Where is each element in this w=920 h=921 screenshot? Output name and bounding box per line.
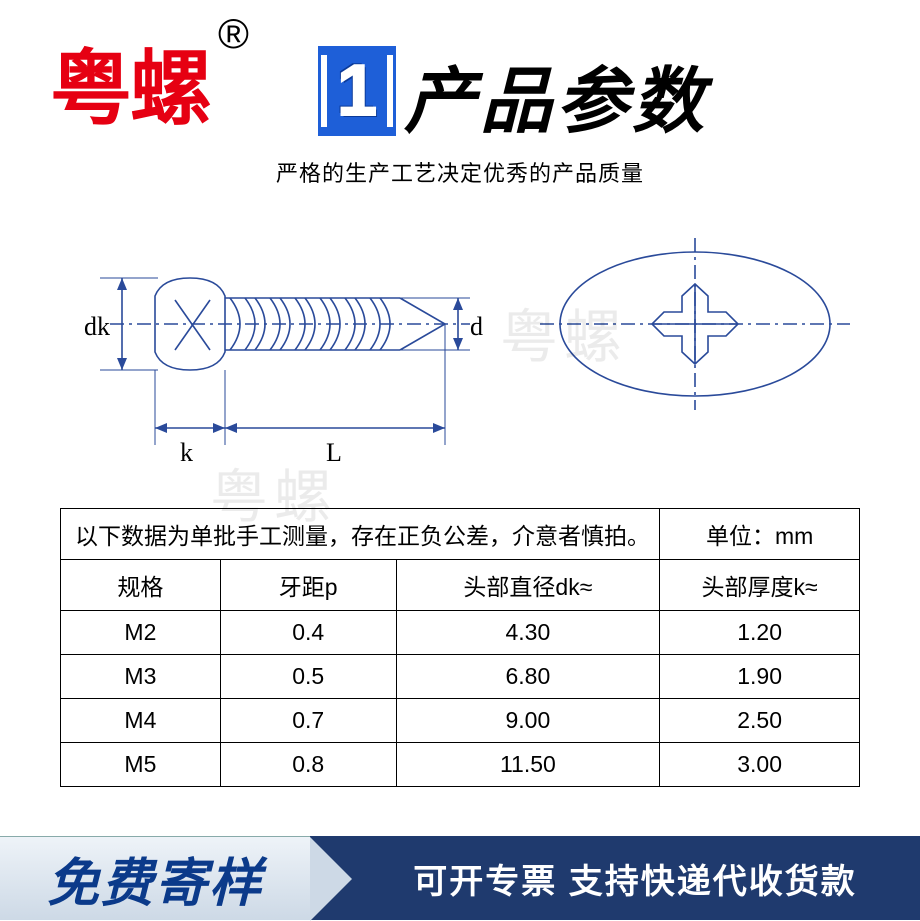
diagram-svg: [50, 230, 870, 470]
cell: 0.4: [220, 611, 396, 655]
page-subtitle: 严格的生产工艺决定优秀的产品质量: [0, 156, 920, 188]
table-row: M4 0.7 9.00 2.50: [61, 699, 860, 743]
spec-table-wrap: 以下数据为单批手工测量，存在正负公差，介意者慎拍。 单位：mm 规格 牙距p 头…: [60, 508, 860, 787]
cell: 0.8: [220, 743, 396, 787]
table-row: M5 0.8 11.50 3.00: [61, 743, 860, 787]
col-spec: 规格: [61, 560, 221, 611]
cell: 3.00: [660, 743, 860, 787]
cell: M3: [61, 655, 221, 699]
footer-right: 可开专票 支持快递代收货款: [310, 836, 920, 920]
cell: 0.7: [220, 699, 396, 743]
spec-table: 以下数据为单批手工测量，存在正负公差，介意者慎拍。 单位：mm 规格 牙距p 头…: [60, 508, 860, 787]
footer-left: 免费寄样: [0, 836, 310, 920]
col-k: 头部厚度k≈: [660, 560, 860, 611]
table-note: 以下数据为单批手工测量，存在正负公差，介意者慎拍。: [61, 509, 660, 560]
col-pitch: 牙距p: [220, 560, 396, 611]
table-row: M2 0.4 4.30 1.20: [61, 611, 860, 655]
section-number-box: 1: [318, 46, 396, 136]
cell: 1.20: [660, 611, 860, 655]
cell: M5: [61, 743, 221, 787]
cell: 4.30: [396, 611, 660, 655]
table-note-row: 以下数据为单批手工测量，存在正负公差，介意者慎拍。 单位：mm: [61, 509, 860, 560]
cell: M4: [61, 699, 221, 743]
footer-banner: 免费寄样 可开专票 支持快递代收货款: [0, 836, 920, 920]
footer-left-text: 免费寄样: [47, 841, 263, 916]
col-dk: 头部直径dk≈: [396, 560, 660, 611]
page-title: 产品参数: [404, 42, 708, 147]
screw-diagram: 粤螺 粤螺: [0, 230, 920, 470]
cell: 9.00: [396, 699, 660, 743]
section-number: 1: [321, 55, 393, 127]
table-header-row: 规格 牙距p 头部直径dk≈ 头部厚度k≈: [61, 560, 860, 611]
registered-mark: ®: [218, 10, 249, 58]
dim-label-k: k: [180, 438, 193, 468]
footer-right-text: 可开专票 支持快递代收货款: [413, 854, 856, 903]
dim-label-dk: dk: [84, 312, 110, 342]
dim-label-L: L: [326, 438, 342, 468]
cell: 6.80: [396, 655, 660, 699]
table-row: M3 0.5 6.80 1.90: [61, 655, 860, 699]
cell: 1.90: [660, 655, 860, 699]
cell: M2: [61, 611, 221, 655]
dim-label-d: d: [470, 312, 483, 342]
cell: 2.50: [660, 699, 860, 743]
cell: 0.5: [220, 655, 396, 699]
table-unit: 单位：mm: [660, 509, 860, 560]
cell: 11.50: [396, 743, 660, 787]
footer-arrow-icon: [310, 837, 352, 921]
brand-logo-text: 粤螺: [50, 22, 210, 141]
